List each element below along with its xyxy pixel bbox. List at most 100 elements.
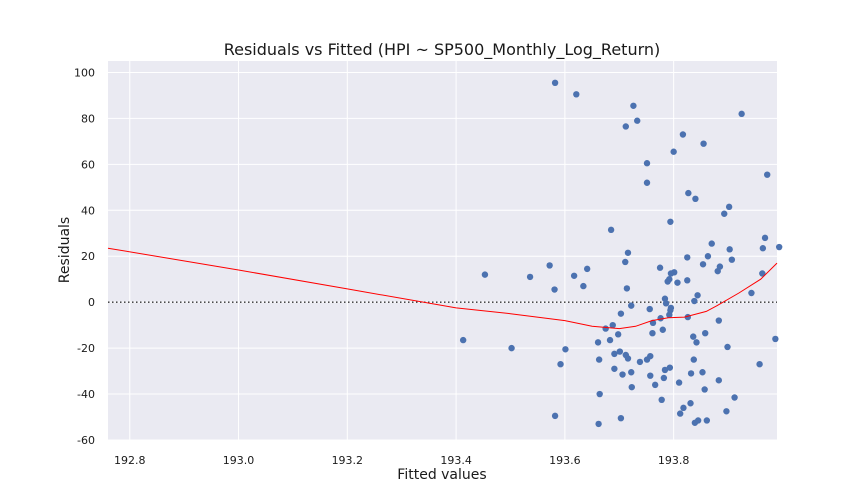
data-point bbox=[694, 292, 701, 299]
data-point bbox=[715, 317, 723, 324]
data-point bbox=[459, 336, 467, 344]
data-point bbox=[661, 366, 669, 374]
y-tick-label: 20 bbox=[81, 250, 95, 263]
x-tick-label: 193.2 bbox=[332, 454, 364, 467]
x-tick-label: 193.6 bbox=[549, 454, 581, 467]
data-point bbox=[562, 346, 569, 353]
data-point bbox=[595, 356, 603, 363]
data-point bbox=[622, 258, 629, 266]
y-tick-label: 0 bbox=[88, 296, 95, 309]
data-point bbox=[687, 400, 694, 407]
data-point bbox=[646, 305, 653, 313]
data-point bbox=[651, 381, 659, 389]
data-point bbox=[725, 203, 733, 211]
data-point bbox=[573, 91, 580, 98]
data-point bbox=[643, 160, 651, 167]
y-tick-label: -40 bbox=[77, 388, 95, 401]
data-point bbox=[551, 412, 559, 420]
data-point bbox=[628, 383, 635, 391]
data-point bbox=[607, 226, 615, 234]
data-point bbox=[702, 329, 709, 337]
data-point bbox=[714, 267, 721, 275]
data-point bbox=[684, 277, 691, 284]
data-point bbox=[609, 321, 616, 329]
data-points bbox=[459, 79, 783, 428]
data-point bbox=[728, 256, 736, 263]
data-point bbox=[764, 171, 771, 178]
data-point bbox=[580, 282, 587, 290]
data-point bbox=[664, 278, 671, 285]
data-point bbox=[759, 270, 766, 277]
y-tick-labels: -60 -40 -20 0 20 40 60 80 100 bbox=[74, 66, 95, 447]
data-point bbox=[666, 364, 674, 371]
data-point bbox=[630, 102, 637, 109]
data-point bbox=[690, 333, 697, 340]
data-point bbox=[756, 361, 763, 368]
data-point bbox=[602, 325, 609, 332]
y-tick-label: -60 bbox=[77, 434, 95, 447]
data-point bbox=[643, 356, 651, 363]
y-tick-label: 100 bbox=[74, 66, 95, 79]
data-point bbox=[772, 335, 779, 343]
data-point bbox=[691, 297, 698, 305]
data-point bbox=[570, 272, 578, 279]
data-point bbox=[700, 140, 707, 147]
data-point bbox=[658, 396, 665, 404]
data-point bbox=[703, 417, 711, 424]
data-point bbox=[701, 386, 708, 393]
data-point bbox=[680, 404, 687, 412]
data-point bbox=[670, 148, 677, 155]
data-point bbox=[649, 329, 656, 337]
data-point bbox=[724, 343, 731, 351]
data-point bbox=[660, 374, 668, 382]
data-point bbox=[606, 336, 614, 344]
data-point bbox=[611, 350, 618, 358]
data-point bbox=[692, 195, 699, 203]
data-point bbox=[759, 245, 767, 252]
data-point bbox=[619, 371, 626, 378]
data-point bbox=[557, 361, 564, 368]
data-point bbox=[643, 179, 651, 186]
data-point bbox=[647, 372, 654, 379]
data-point bbox=[676, 410, 684, 417]
data-point bbox=[636, 358, 644, 366]
data-point bbox=[690, 356, 697, 363]
x-tick-label: 193.8 bbox=[658, 454, 690, 467]
data-point bbox=[748, 289, 755, 297]
data-point bbox=[693, 339, 700, 346]
data-point bbox=[675, 379, 683, 386]
data-point bbox=[611, 365, 618, 372]
data-point bbox=[617, 310, 625, 317]
data-point bbox=[704, 253, 712, 260]
data-point bbox=[628, 369, 635, 376]
data-point bbox=[731, 394, 738, 401]
data-point bbox=[526, 273, 534, 281]
data-point bbox=[721, 210, 728, 217]
data-point bbox=[624, 249, 632, 256]
data-point bbox=[684, 254, 691, 261]
data-point bbox=[699, 261, 707, 268]
data-point bbox=[583, 265, 591, 273]
x-tick-label: 192.8 bbox=[114, 454, 146, 467]
lowess-smooth-line bbox=[107, 247, 778, 330]
x-tick-label: 193.0 bbox=[223, 454, 255, 467]
data-point bbox=[775, 243, 783, 251]
data-point bbox=[666, 311, 673, 319]
y-axis-label: Residuals bbox=[57, 217, 73, 283]
x-tick-label: 193.4 bbox=[440, 454, 472, 467]
y-tick-label: -20 bbox=[77, 342, 95, 355]
data-point bbox=[594, 339, 602, 346]
data-point bbox=[667, 218, 674, 225]
data-point bbox=[691, 419, 699, 426]
data-point bbox=[674, 279, 681, 286]
data-point bbox=[659, 326, 666, 333]
data-point bbox=[662, 300, 670, 307]
data-point bbox=[481, 271, 489, 278]
data-point bbox=[679, 131, 687, 138]
data-point bbox=[761, 234, 769, 242]
data-point bbox=[596, 390, 603, 398]
data-point bbox=[738, 110, 745, 118]
y-tick-label: 80 bbox=[81, 112, 95, 125]
data-point bbox=[622, 123, 629, 130]
data-point bbox=[656, 264, 664, 271]
